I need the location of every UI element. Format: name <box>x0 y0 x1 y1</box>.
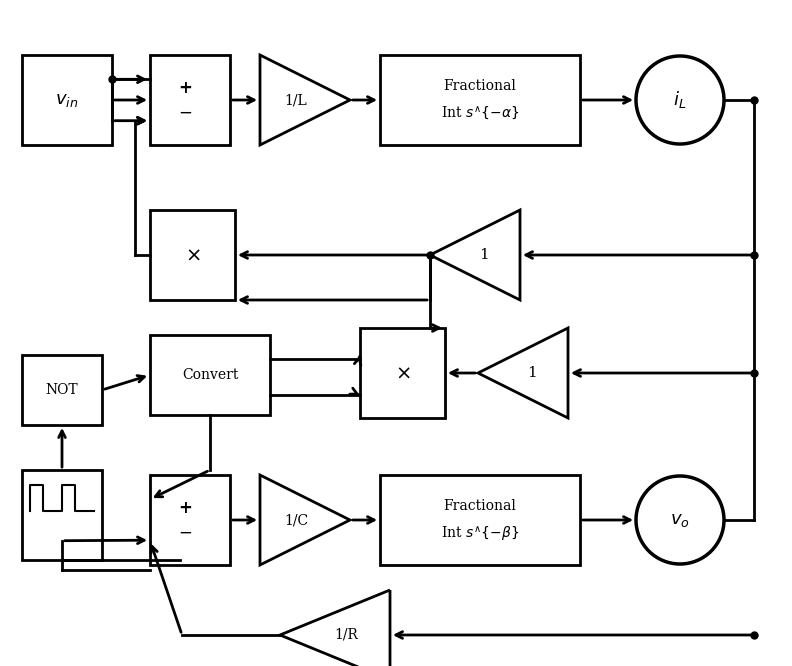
Text: 1: 1 <box>527 366 537 380</box>
Text: $\times$: $\times$ <box>394 364 410 382</box>
Bar <box>150 55 230 145</box>
Text: Convert: Convert <box>182 368 238 382</box>
Bar <box>150 210 235 300</box>
Text: $v_o$: $v_o$ <box>670 511 690 529</box>
Text: $-$: $-$ <box>178 523 192 541</box>
Bar <box>150 335 270 415</box>
Text: +: + <box>178 499 192 517</box>
Text: 1/C: 1/C <box>284 513 308 527</box>
Text: Fractional: Fractional <box>444 79 516 93</box>
Bar <box>380 475 580 565</box>
Text: Fractional: Fractional <box>444 500 516 513</box>
Text: $v_{in}$: $v_{in}$ <box>55 91 78 109</box>
Bar <box>360 328 445 418</box>
Bar <box>380 55 580 145</box>
Text: $-$: $-$ <box>178 103 192 121</box>
Text: Int $s^{\wedge}\{-\alpha\}$: Int $s^{\wedge}\{-\alpha\}$ <box>440 105 520 122</box>
Bar <box>22 470 102 560</box>
Text: 1/L: 1/L <box>284 93 307 107</box>
Text: $i_L$: $i_L$ <box>673 89 687 111</box>
Text: $\times$: $\times$ <box>185 246 200 264</box>
Text: NOT: NOT <box>46 383 78 397</box>
Bar <box>22 355 102 425</box>
Text: Int $s^{\wedge}\{-\beta\}$: Int $s^{\wedge}\{-\beta\}$ <box>441 524 519 543</box>
Bar <box>150 475 230 565</box>
Bar <box>22 55 112 145</box>
Text: +: + <box>178 79 192 97</box>
Text: 1: 1 <box>479 248 489 262</box>
Text: 1/R: 1/R <box>334 628 358 642</box>
